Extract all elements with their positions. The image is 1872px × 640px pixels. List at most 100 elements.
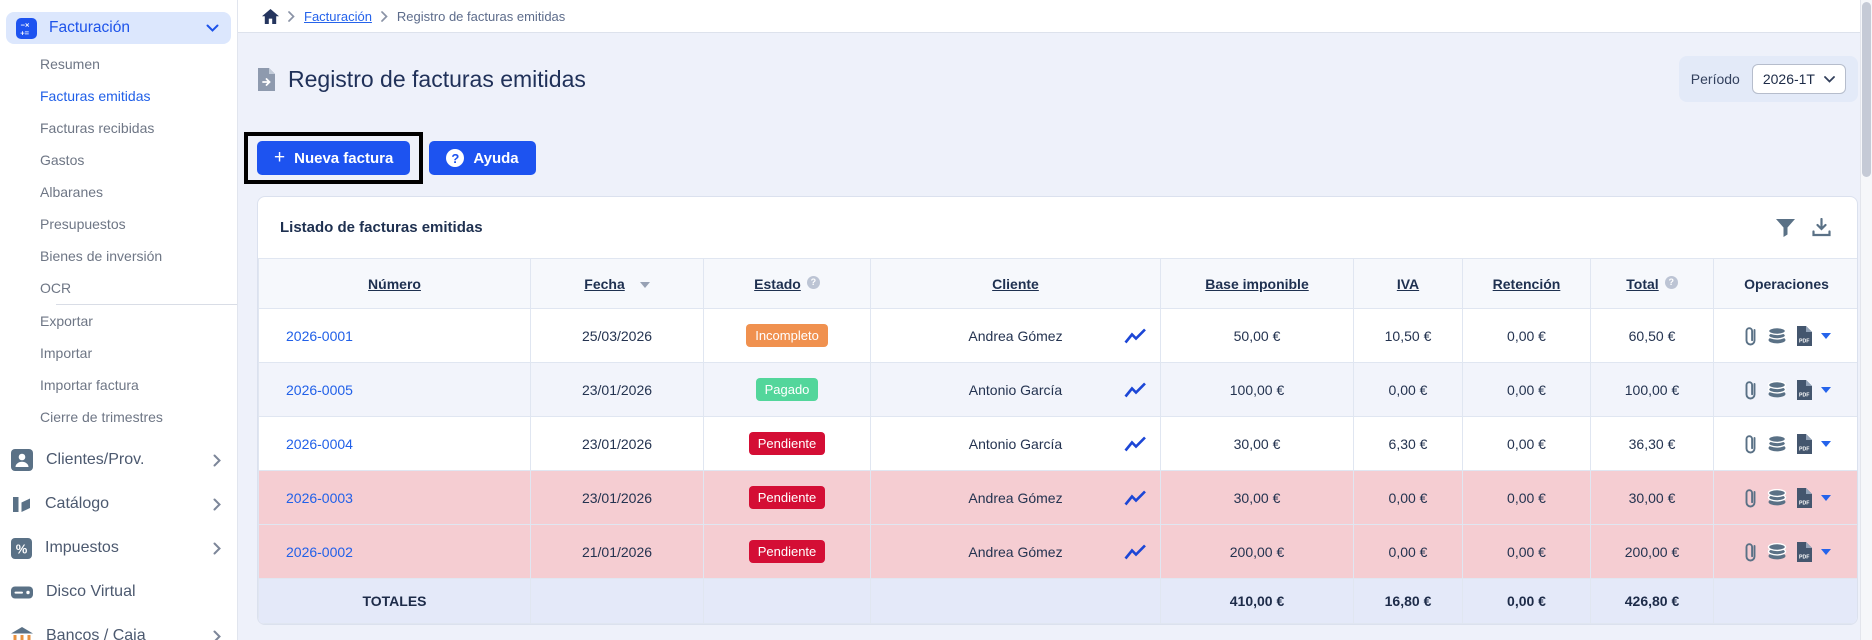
sidebar-item-facturacion[interactable]: −× += Facturación — [6, 12, 231, 44]
sidebar-item-importar-factura[interactable]: Importar factura — [40, 377, 139, 393]
sidebar-item-disco-virtual[interactable]: Disco Virtual — [0, 570, 237, 614]
breadcrumb: Facturación Registro de facturas emitida… — [238, 0, 1872, 33]
coins-icon[interactable] — [1767, 327, 1787, 344]
client-stats-icon[interactable] — [1124, 490, 1147, 506]
table-row: 2026-0005 23/01/2026 Pagado Antonio Garc… — [258, 362, 1857, 417]
more-actions-icon[interactable] — [1820, 494, 1831, 501]
chevron-right-icon — [213, 630, 221, 640]
sidebar-item-label: Catálogo — [45, 495, 110, 512]
sidebar-item-clientes-prov[interactable]: Clientes/Prov. — [0, 438, 237, 482]
column-header-numero[interactable]: Número — [258, 258, 531, 309]
chevron-right-icon — [213, 498, 221, 511]
breadcrumb-link-facturacion[interactable]: Facturación — [304, 8, 372, 24]
invoice-number-link[interactable]: 2026-0005 — [286, 381, 353, 398]
sidebar-divider — [56, 304, 237, 305]
sidebar-item-label: Clientes/Prov. — [46, 451, 145, 468]
main-area: Facturación Registro de facturas emitida… — [238, 0, 1872, 640]
filter-icon[interactable] — [1776, 218, 1795, 237]
sidebar-item-bienes-de-inversion[interactable]: Bienes de inversión — [40, 248, 163, 264]
total-amount: 100,00 € — [1590, 362, 1714, 417]
coins-icon[interactable] — [1767, 489, 1787, 506]
svg-text:PDF: PDF — [1799, 392, 1809, 398]
column-header-base-imponible[interactable]: Base imponible — [1160, 258, 1354, 309]
sidebar-item-albaranes[interactable]: Albaranes — [40, 184, 104, 200]
column-header-fecha[interactable]: Fecha — [530, 258, 704, 309]
pdf-icon[interactable]: PDF — [1796, 379, 1812, 400]
client-stats-icon[interactable] — [1124, 436, 1147, 452]
more-actions-icon[interactable] — [1820, 332, 1831, 339]
pdf-icon[interactable]: PDF — [1796, 487, 1812, 508]
attachment-icon[interactable] — [1743, 433, 1758, 455]
sidebar-item-label: Bancos / Caja — [46, 627, 146, 640]
totals-retencion: 0,00 € — [1462, 578, 1591, 624]
pdf-icon[interactable]: PDF — [1796, 325, 1812, 346]
sidebar-item-label: Facturación — [49, 19, 130, 36]
sidebar-item-presupuestos[interactable]: Presupuestos — [40, 216, 126, 232]
svg-text:−×: −× — [21, 20, 30, 29]
help-icon[interactable]: ? — [1664, 275, 1678, 289]
invoice-number-link[interactable]: 2026-0001 — [286, 327, 353, 344]
invoices-table: Número Fecha Estado? Cliente Base imponi… — [258, 258, 1857, 624]
more-actions-icon[interactable] — [1820, 386, 1831, 393]
attachment-icon[interactable] — [1743, 487, 1758, 509]
iva-amount: 0,00 € — [1353, 524, 1463, 579]
invoice-date: 23/01/2026 — [530, 362, 704, 417]
total-amount: 200,00 € — [1590, 524, 1714, 579]
new-invoice-button[interactable]: + Nueva factura — [257, 141, 411, 175]
iva-amount: 0,00 € — [1353, 362, 1463, 417]
sidebar-item-cierre-de-trimestres[interactable]: Cierre de trimestres — [40, 409, 163, 425]
column-header-iva[interactable]: IVA — [1353, 258, 1463, 309]
invoice-number-link[interactable]: 2026-0004 — [286, 435, 353, 452]
client-stats-icon[interactable] — [1124, 328, 1147, 344]
sidebar-item-catalogo[interactable]: Catálogo — [0, 482, 237, 526]
sidebar-item-impuestos[interactable]: % Impuestos — [0, 526, 237, 570]
scrollbar[interactable] — [1860, 0, 1872, 640]
sidebar-item-facturas-recibidas[interactable]: Facturas recibidas — [40, 120, 155, 136]
sidebar-item-exportar[interactable]: Exportar — [40, 313, 93, 329]
client-stats-icon[interactable] — [1124, 544, 1147, 560]
more-actions-icon[interactable] — [1820, 548, 1831, 555]
period-label: Período — [1690, 71, 1740, 87]
home-icon[interactable] — [262, 8, 279, 24]
attachment-icon[interactable] — [1743, 325, 1758, 347]
coins-icon[interactable] — [1767, 381, 1787, 398]
sidebar-item-bancos-caja[interactable]: Bancos / Caja — [0, 614, 237, 640]
column-header-total[interactable]: Total? — [1590, 258, 1714, 309]
invoice-number-link[interactable]: 2026-0003 — [286, 489, 353, 506]
coins-icon[interactable] — [1767, 543, 1787, 560]
sidebar-item-importar[interactable]: Importar — [40, 345, 93, 361]
help-icon[interactable]: ? — [806, 275, 820, 289]
invoice-number-link[interactable]: 2026-0002 — [286, 543, 353, 560]
base-amount: 100,00 € — [1160, 362, 1354, 417]
more-actions-icon[interactable] — [1820, 440, 1831, 447]
invoice-date: 23/01/2026 — [530, 416, 704, 471]
sidebar-item-ocr[interactable]: OCR — [40, 280, 72, 296]
coins-icon[interactable] — [1767, 435, 1787, 452]
client-stats-icon[interactable] — [1124, 382, 1147, 398]
table-row: 2026-0003 23/01/2026 Pendiente Andrea Gó… — [258, 470, 1857, 525]
attachment-icon[interactable] — [1743, 379, 1758, 401]
pdf-icon[interactable]: PDF — [1796, 541, 1812, 562]
sidebar-item-resumen[interactable]: Resumen — [40, 56, 100, 72]
sidebar-item-gastos[interactable]: Gastos — [40, 152, 85, 168]
attachment-icon[interactable] — [1743, 541, 1758, 563]
status-badge: Pendiente — [748, 486, 826, 509]
table-header-row: Número Fecha Estado? Cliente Base imponi… — [258, 258, 1857, 309]
download-icon[interactable] — [1812, 218, 1831, 237]
column-header-cliente[interactable]: Cliente — [870, 258, 1161, 309]
scrollbar-thumb[interactable] — [1862, 2, 1871, 177]
sidebar-item-facturas-emitidas[interactable]: Facturas emitidas — [40, 88, 151, 104]
column-header-estado[interactable]: Estado? — [703, 258, 871, 309]
pdf-icon[interactable]: PDF — [1796, 433, 1812, 454]
help-button[interactable]: ? Ayuda — [429, 141, 536, 175]
invoice-date: 25/03/2026 — [530, 308, 704, 363]
svg-text:+=: += — [20, 28, 29, 37]
svg-text:PDF: PDF — [1799, 338, 1809, 344]
period-value: 2026-1T — [1762, 71, 1815, 87]
sort-desc-icon[interactable] — [639, 281, 650, 288]
svg-text:PDF: PDF — [1799, 446, 1809, 452]
period-select[interactable]: 2026-1T — [1751, 64, 1846, 94]
sidebar: −× += Facturación Resumen Facturas emitid… — [0, 0, 238, 640]
calculator-icon: −× += — [16, 17, 37, 39]
column-header-retencion[interactable]: Retención — [1462, 258, 1591, 309]
